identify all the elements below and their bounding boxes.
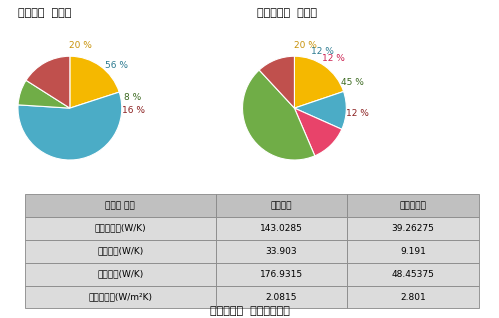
FancyBboxPatch shape xyxy=(25,286,216,308)
Text: 에너지 항목: 에너지 항목 xyxy=(105,201,135,210)
Wedge shape xyxy=(18,80,70,108)
Wedge shape xyxy=(18,92,122,160)
FancyBboxPatch shape xyxy=(347,263,479,286)
Text: 난방공간: 난방공간 xyxy=(271,201,292,210)
Wedge shape xyxy=(294,92,346,129)
FancyBboxPatch shape xyxy=(216,286,347,308)
FancyBboxPatch shape xyxy=(347,240,479,263)
FancyBboxPatch shape xyxy=(216,194,347,217)
Wedge shape xyxy=(294,108,342,156)
Legend: 환기, 창호, 문 및 기타, 벽체, 지붕, 바닥: 환기, 창호, 문 및 기타, 벽체, 지붕, 바닥 xyxy=(139,64,192,140)
Text: 48.45375: 48.45375 xyxy=(392,270,435,279)
Text: 20 %: 20 % xyxy=(294,41,317,50)
Wedge shape xyxy=(243,70,315,160)
Text: 비난방공간  열손실: 비난방공간 열손실 xyxy=(257,8,317,18)
Text: 9.191: 9.191 xyxy=(400,247,426,256)
Legend: 환기, 창호, 문 및 기타, 벽체, 지붕, 바닥: 환기, 창호, 문 및 기타, 벽체, 지붕, 바닥 xyxy=(369,64,421,140)
Text: 12 %: 12 % xyxy=(311,47,334,56)
Text: 12 %: 12 % xyxy=(322,54,345,63)
Text: 16 %: 16 % xyxy=(122,106,145,115)
Text: 비난방공간: 비난방공간 xyxy=(400,201,427,210)
Text: 단위면적당  에너지소요량: 단위면적당 에너지소요량 xyxy=(210,307,289,316)
FancyBboxPatch shape xyxy=(347,286,479,308)
Text: 난방공간  열손실: 난방공간 열손실 xyxy=(18,8,71,18)
Text: 열손실계수(W/m²K): 열손실계수(W/m²K) xyxy=(88,293,152,301)
Text: 176.9315: 176.9315 xyxy=(260,270,303,279)
Text: 20 %: 20 % xyxy=(69,41,92,50)
FancyBboxPatch shape xyxy=(216,217,347,240)
FancyBboxPatch shape xyxy=(347,194,479,217)
Text: 8 %: 8 % xyxy=(124,93,141,102)
Text: 33.903: 33.903 xyxy=(265,247,297,256)
FancyBboxPatch shape xyxy=(347,217,479,240)
FancyBboxPatch shape xyxy=(25,194,216,217)
Text: 총열손실(W/K): 총열손실(W/K) xyxy=(97,270,143,279)
Wedge shape xyxy=(26,56,70,108)
Wedge shape xyxy=(70,56,119,108)
Text: 45 %: 45 % xyxy=(341,78,364,87)
Text: 외피열손실(W/K): 외피열손실(W/K) xyxy=(94,224,146,233)
FancyBboxPatch shape xyxy=(25,217,216,240)
Text: 39.26275: 39.26275 xyxy=(392,224,435,233)
Text: 2.801: 2.801 xyxy=(400,293,426,301)
FancyBboxPatch shape xyxy=(216,263,347,286)
FancyBboxPatch shape xyxy=(25,263,216,286)
FancyBboxPatch shape xyxy=(216,240,347,263)
Text: 환기손실(W/K): 환기손실(W/K) xyxy=(97,247,143,256)
FancyBboxPatch shape xyxy=(25,240,216,263)
Wedge shape xyxy=(259,56,294,108)
Text: 12 %: 12 % xyxy=(346,109,369,118)
Text: 56 %: 56 % xyxy=(105,61,128,70)
Text: 2.0815: 2.0815 xyxy=(266,293,297,301)
Wedge shape xyxy=(294,56,344,108)
Text: 143.0285: 143.0285 xyxy=(260,224,303,233)
